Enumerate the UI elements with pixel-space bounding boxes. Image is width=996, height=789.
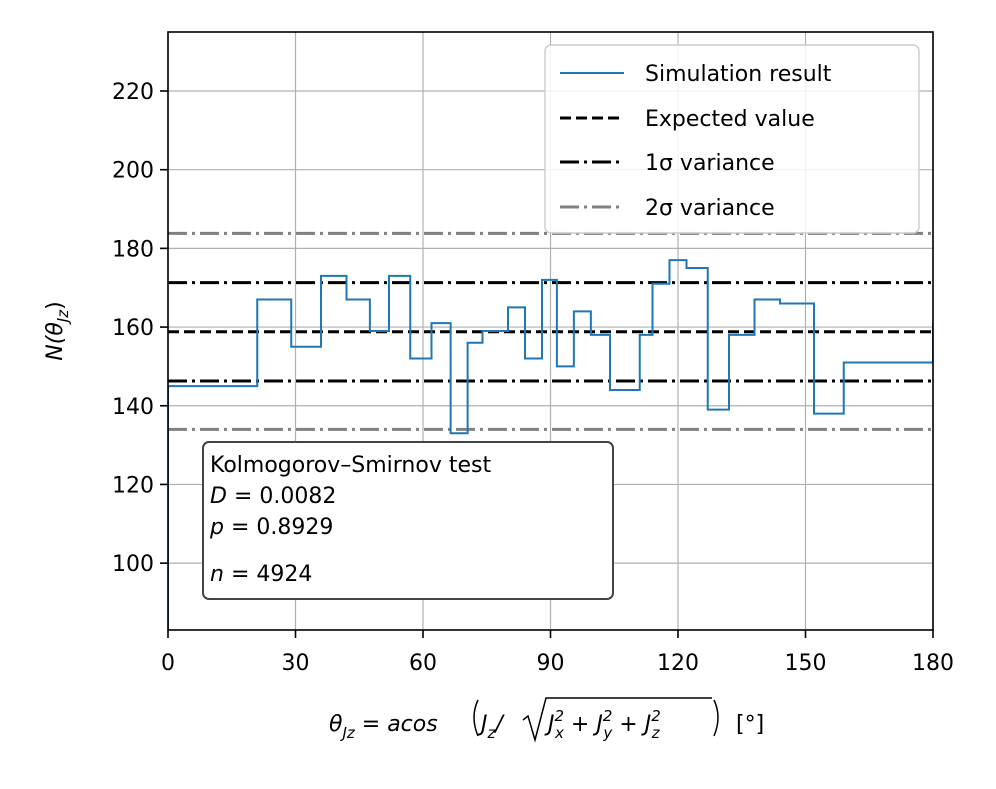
x-label-acos: = acos	[355, 712, 438, 737]
y-axis-label: N(θJz)	[43, 301, 72, 360]
x-label-jz2: J	[641, 712, 652, 737]
y-label-close: )	[43, 301, 68, 310]
x-label-jz: J	[477, 712, 488, 737]
x-label-jy: J	[592, 712, 603, 737]
x-label-plus2: +	[612, 712, 644, 737]
ks-test-annotation: Kolmogorov–Smirnov test D = 0.0082 p = 0…	[202, 441, 614, 600]
x-tick-label: 150	[785, 651, 827, 676]
legend-label-expected: Expected value	[645, 107, 815, 132]
svg-text:J2x + J2y + J2z: J2 x + J2 y + J2 z	[544, 707, 661, 742]
annotation-n-value: n = 4924	[210, 562, 312, 587]
x-tick-label: 90	[537, 651, 565, 676]
y-tick-label: 220	[112, 80, 154, 105]
annotation-d-value: D = 0.0082	[210, 484, 336, 509]
y-tick-label: 180	[112, 237, 154, 262]
legend: Simulation result Expected value 1σ vari…	[544, 44, 920, 234]
x-label-jz2-sup: 2	[651, 707, 661, 725]
series-line-simulation	[168, 259, 933, 630]
x-tick-label: 0	[161, 651, 175, 676]
svg-text:θJz = acos: θJz = acos	[329, 712, 438, 742]
svg-text:Jz/: Jz/	[477, 712, 505, 742]
x-label-jz-sub: z	[487, 724, 497, 742]
x-label-jy-sub: y	[602, 724, 613, 742]
x-label-plus1: +	[564, 712, 596, 737]
y-tick-label: 100	[112, 552, 154, 577]
y-tick-label: 140	[112, 395, 154, 420]
legend-label-1sigma: 1σ variance	[645, 151, 775, 176]
legend-label-simulation: Simulation result	[645, 62, 832, 87]
x-axis-label: θJz = acos Jz/ J2 x + J2 y + J2 z [°]	[329, 697, 764, 743]
x-tick-label: 120	[657, 651, 699, 676]
annotation-p-value: p = 0.8929	[209, 515, 333, 540]
x-label-jx-sub: x	[554, 724, 564, 742]
x-tick-label: 60	[409, 651, 437, 676]
x-axis: 0 30 60 90 120 150 180	[161, 630, 954, 676]
x-label-sqrt-sign	[522, 697, 712, 743]
x-label-jz2-sub: z	[651, 724, 661, 742]
y-tick-label: 120	[112, 473, 154, 498]
y-axis: 100 120 140 160 180 200 220	[112, 80, 168, 577]
x-label-slash: /	[493, 712, 505, 737]
series-group	[168, 259, 933, 630]
x-label-unit: [°]	[736, 712, 764, 737]
x-label-jy-sup: 2	[603, 707, 613, 725]
x-label-right-paren	[713, 699, 719, 737]
legend-label-2sigma: 2σ variance	[645, 196, 775, 221]
x-label-left-paren	[473, 699, 479, 737]
x-tick-label: 30	[282, 651, 310, 676]
legend-frame	[544, 44, 920, 234]
y-label-main: N(θ	[43, 322, 68, 361]
annotation-title: Kolmogorov–Smirnov test	[210, 453, 491, 478]
x-label-theta-sub: Jz	[339, 724, 355, 742]
annotation-box	[202, 441, 614, 600]
x-label-theta: θ	[329, 712, 343, 737]
y-label-sub: Jz	[54, 309, 72, 325]
x-tick-label: 180	[912, 651, 954, 676]
x-label-jx: J	[544, 712, 555, 737]
y-tick-label: 160	[112, 316, 154, 341]
y-tick-label: 200	[112, 159, 154, 184]
x-label-jx-sup: 2	[555, 707, 565, 725]
